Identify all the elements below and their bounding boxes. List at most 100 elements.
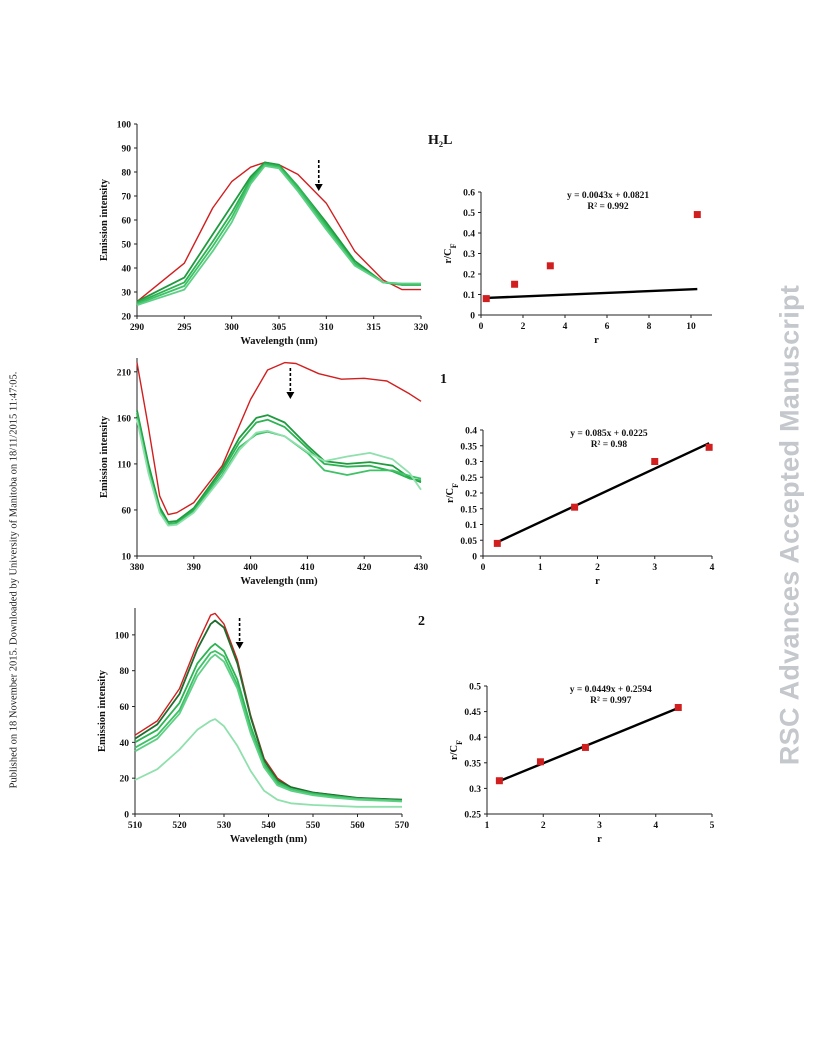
fit-equation: y = 0.0449x + 0.2594 <box>570 685 652 695</box>
emission-series-5 <box>134 653 403 803</box>
y-tick-label: 80 <box>122 169 132 179</box>
y-tick-label: 0.5 <box>463 209 475 219</box>
data-point <box>581 743 589 751</box>
x-tick-label: 1 <box>538 563 543 573</box>
emission-series-3 <box>136 162 421 304</box>
y-tick-label: 0.35 <box>460 442 477 452</box>
y-tick-label: 100 <box>117 121 132 131</box>
y-tick-label: 0.3 <box>463 250 475 260</box>
chart-2-scatter: 0 2 4 6 8 10 0 0.1 0.2 0.3 0.4 0.5 0.6 r r/CF y = 0.004… <box>443 189 712 346</box>
y-tick-label: 0.25 <box>460 474 477 484</box>
x-tick-label: 380 <box>130 563 145 573</box>
emission-series-4 <box>136 163 421 305</box>
y-tick-label: 50 <box>122 241 132 251</box>
data-point <box>495 777 503 785</box>
y-tick-label: 0.5 <box>469 683 481 693</box>
emission-series-4 <box>134 650 403 802</box>
data-point <box>493 539 501 547</box>
y-tick-label: 40 <box>120 739 130 749</box>
y-tick-label: 0.2 <box>463 271 475 281</box>
data-point <box>546 262 554 270</box>
x-tick-label: 4 <box>710 563 715 573</box>
x-tick-label: 550 <box>306 821 321 831</box>
data-point <box>651 458 659 465</box>
emission-series-5 <box>136 165 421 307</box>
x-axis-title: r <box>594 335 599 346</box>
data-point <box>705 443 713 451</box>
emission-series-2 <box>136 410 422 523</box>
y-tick-label: 0.3 <box>469 785 481 795</box>
x-tick-label: 520 <box>172 821 187 831</box>
y-tick-label: 0.05 <box>460 537 477 547</box>
y-tick-label: 20 <box>122 313 132 323</box>
emission-series-5 <box>136 419 422 527</box>
y-tick-label: 0.15 <box>460 505 477 515</box>
fit-equation: y = 0.085x + 0.0225 <box>570 429 648 439</box>
y-tick-label: 0.6 <box>463 189 475 199</box>
x-axis-title: Wavelength (nm) <box>230 834 308 845</box>
y-tick-label: 0 <box>124 811 129 821</box>
y-tick-label: 40 <box>122 265 132 275</box>
y-tick-label: 0.4 <box>463 230 475 240</box>
y-tick-label: 20 <box>120 775 130 785</box>
emission-series-1 <box>136 361 422 516</box>
x-tick-label: 430 <box>414 563 429 573</box>
x-tick-label: 540 <box>261 821 276 831</box>
x-tick-label: 5 <box>710 821 715 831</box>
chart-4-scatter: 0 1 2 3 4 0 0.05 0.1 0.15 0.2 0.25 0.3 0.35 0.4 r r/CF y… <box>445 427 715 588</box>
y-axis-title: r/CF <box>443 243 458 263</box>
y-tick-label: 0.45 <box>464 708 481 718</box>
y-tick-label: 100 <box>115 631 130 641</box>
arrow-down-icon <box>314 184 323 191</box>
panel-label-2: 2 <box>418 614 425 629</box>
x-tick-label: 3 <box>652 563 657 573</box>
x-axis-title: r <box>595 576 600 587</box>
data-point <box>693 211 701 219</box>
x-tick-label: 290 <box>130 323 145 333</box>
x-axis-title: Wavelength (nm) <box>240 576 318 587</box>
y-tick-label: 10 <box>122 553 132 563</box>
arrow-down-icon <box>286 392 295 399</box>
data-point <box>482 295 490 303</box>
data-point <box>674 704 682 712</box>
y-tick-label: 210 <box>117 368 132 378</box>
y-tick-label: 0 <box>472 553 477 563</box>
x-tick-label: 2 <box>595 563 600 573</box>
panel-label-h2l: H₂L <box>428 133 453 148</box>
y-tick-label: 0.3 <box>465 458 477 468</box>
x-tick-label: 4 <box>653 821 658 831</box>
x-tick-label: 8 <box>647 322 652 332</box>
y-tick-label: 70 <box>122 193 132 203</box>
y-axis-title: r/CF <box>445 483 460 503</box>
x-tick-label: 310 <box>319 323 334 333</box>
chart-5-line: 510 520 530 540 550 560 570 0 20 40 60 80 100 Wavelen… <box>97 608 409 845</box>
data-point <box>511 280 519 288</box>
x-tick-label: 6 <box>605 322 610 332</box>
fit-r-squared: R² = 0.992 <box>587 202 628 212</box>
y-tick-label: 60 <box>122 217 132 227</box>
x-tick-label: 570 <box>395 821 410 831</box>
x-tick-label: 320 <box>414 323 429 333</box>
x-tick-label: 510 <box>128 821 143 831</box>
x-tick-label: 560 <box>350 821 365 831</box>
arrow-down-icon <box>235 642 244 649</box>
y-axis-title: Emission intensity <box>99 178 110 261</box>
x-tick-label: 3 <box>597 821 602 831</box>
y-tick-label: 110 <box>117 460 131 470</box>
emission-series-2 <box>136 161 421 303</box>
x-tick-label: 315 <box>367 323 382 333</box>
x-axis-title: Wavelength (nm) <box>240 336 318 347</box>
emission-series-6 <box>134 718 402 808</box>
x-tick-label: 295 <box>177 323 192 333</box>
y-tick-label: 90 <box>122 145 132 155</box>
y-tick-label: 60 <box>120 703 130 713</box>
chart-3-line: 380 390 400 410 420 430 10 60 110 160 210 Wavelengt… <box>99 358 428 587</box>
x-tick-label: 0 <box>479 322 484 332</box>
x-tick-label: 1 <box>485 821 490 831</box>
x-tick-label: 2 <box>521 322 526 332</box>
emission-series-3 <box>134 642 403 802</box>
y-tick-label: 0.1 <box>463 291 475 301</box>
trendline <box>486 287 698 300</box>
y-tick-label: 0.4 <box>465 427 477 437</box>
y-axis-title: Emission intensity <box>99 415 110 498</box>
